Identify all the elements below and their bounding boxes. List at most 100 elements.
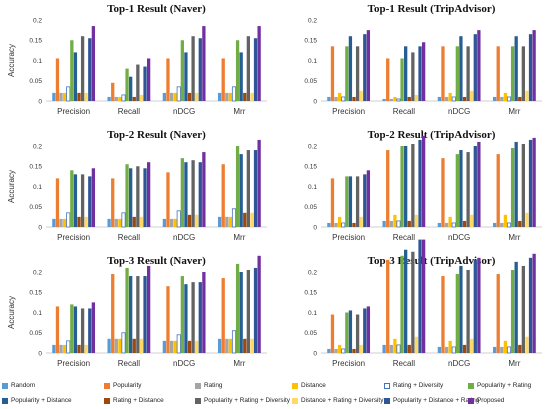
bar-precision-series-2 bbox=[55, 58, 60, 101]
legend-label: Rating + Distance bbox=[113, 397, 164, 404]
bar-mrr-series-12 bbox=[532, 30, 536, 101]
bar-mrr-series-9 bbox=[521, 46, 525, 101]
bar-ndcg-series-7 bbox=[184, 284, 188, 353]
bar-precision-series-5 bbox=[66, 212, 71, 228]
bar-mrr-series-2 bbox=[221, 164, 225, 227]
bar-mrr-series-1 bbox=[217, 216, 222, 227]
legend-item: Popularity bbox=[104, 382, 141, 389]
bar-recall-series-8 bbox=[407, 344, 411, 353]
category-label: Precision bbox=[332, 233, 365, 242]
bar-mrr-series-4 bbox=[503, 92, 508, 101]
bar-mrr-series-10 bbox=[250, 212, 254, 227]
bar-recall-series-5 bbox=[396, 220, 401, 228]
bar-precision-series-12 bbox=[366, 30, 371, 101]
bar-ndcg-series-7 bbox=[459, 150, 463, 227]
bar-ndcg-series-8 bbox=[462, 344, 467, 353]
bar-ndcg-series-2 bbox=[166, 58, 170, 101]
bar-mrr-series-2 bbox=[496, 46, 500, 101]
bar-precision-series-3 bbox=[59, 92, 63, 101]
y-tick-label: 0.2 bbox=[308, 143, 317, 150]
bar-recall-series-5 bbox=[121, 332, 126, 354]
legend-swatch bbox=[384, 382, 390, 389]
bar-ndcg-series-12 bbox=[477, 30, 481, 101]
category-label: Precision bbox=[57, 107, 90, 116]
category-label: Recall bbox=[393, 233, 415, 242]
bar-precision-series-12 bbox=[366, 306, 371, 353]
bar-precision-series-5 bbox=[341, 348, 346, 354]
bar-ndcg-series-8 bbox=[462, 220, 467, 227]
legend-label: Distance + Rating + Diversity bbox=[301, 397, 384, 404]
bar-ndcg-series-5 bbox=[176, 86, 181, 102]
bar-recall-series-2 bbox=[386, 58, 390, 101]
bar-mrr-series-9 bbox=[521, 143, 525, 227]
bar-recall-series-4 bbox=[393, 338, 397, 353]
bar-recall-series-7 bbox=[404, 249, 408, 353]
category-label: Recall bbox=[118, 107, 140, 116]
bar-precision-series-4 bbox=[63, 92, 67, 101]
y-tick-label: 0.05 bbox=[29, 204, 42, 211]
bar-ndcg-series-10 bbox=[195, 340, 199, 353]
category-label: Mrr bbox=[233, 107, 245, 116]
bar-ndcg-series-5 bbox=[176, 210, 181, 228]
bar-mrr-series-11 bbox=[253, 38, 258, 101]
bar-ndcg-series-8 bbox=[462, 96, 467, 101]
bar-recall-series-11 bbox=[418, 139, 422, 227]
bar-ndcg-series-10 bbox=[195, 92, 199, 101]
bar-recall-series-4 bbox=[118, 338, 122, 353]
bar-mrr-series-8 bbox=[518, 220, 522, 227]
bar-mrr-series-8 bbox=[243, 338, 247, 353]
bar-precision-series-1 bbox=[327, 348, 331, 353]
bar-mrr-series-8 bbox=[518, 96, 522, 101]
y-tick-label: 0.1 bbox=[308, 58, 317, 65]
y-tick-label: 0.05 bbox=[29, 78, 42, 85]
bar-recall-series-12 bbox=[421, 239, 426, 353]
legend-swatch bbox=[384, 397, 390, 404]
bar-ndcg-series-12 bbox=[477, 141, 481, 227]
bar-precision-series-7 bbox=[73, 52, 78, 101]
bar-ndcg-series-2 bbox=[441, 276, 445, 353]
category-label: Recall bbox=[393, 359, 415, 368]
bar-recall-series-3 bbox=[114, 338, 118, 353]
bar-precision-series-1 bbox=[52, 92, 56, 101]
bar-precision-series-12 bbox=[91, 302, 96, 353]
bar-ndcg-series-5 bbox=[176, 334, 181, 354]
legend-item: Random bbox=[2, 382, 35, 389]
y-tick-label: 0.15 bbox=[304, 164, 317, 171]
bar-precision-series-1 bbox=[327, 96, 331, 101]
y-tick-label: 0 bbox=[313, 98, 317, 105]
legend-swatch bbox=[292, 397, 298, 404]
bar-mrr-series-6 bbox=[235, 263, 240, 353]
bar-ndcg-series-6 bbox=[180, 158, 184, 227]
category-label: nDCG bbox=[173, 359, 195, 368]
bar-precision-series-4 bbox=[338, 216, 342, 227]
bar-recall-series-12 bbox=[421, 42, 426, 101]
bar-ndcg-series-2 bbox=[441, 46, 445, 101]
bar-mrr-series-4 bbox=[228, 216, 233, 227]
bar-recall-series-1 bbox=[382, 220, 386, 227]
bar-precision-series-5 bbox=[66, 86, 71, 102]
legend-label: Popularity + Distance + Rating bbox=[393, 397, 480, 404]
bar-recall-series-7 bbox=[404, 46, 408, 101]
bar-mrr-series-3 bbox=[500, 346, 504, 353]
bar-ndcg-series-3 bbox=[444, 96, 449, 101]
bar-mrr-series-5 bbox=[506, 96, 512, 102]
bar-recall-series-7 bbox=[404, 146, 408, 227]
chart-panel-3: Top-2 Result (Naver) 0 0.05 0.1 0.15 0.2 Accur… bbox=[7, 129, 267, 242]
bar-mrr-series-3 bbox=[500, 222, 504, 227]
bar-mrr-series-12 bbox=[257, 255, 261, 353]
legend-label: Rating bbox=[204, 382, 223, 389]
bar-precision-series-10 bbox=[359, 90, 363, 101]
bar-recall-series-1 bbox=[107, 338, 111, 353]
bar-recall-series-2 bbox=[386, 259, 390, 353]
bar-recall-series-11 bbox=[418, 46, 422, 101]
bar-mrr-series-7 bbox=[239, 52, 243, 101]
category-label: nDCG bbox=[173, 233, 195, 242]
bar-recall-series-8 bbox=[132, 338, 136, 353]
bar-mrr-series-1 bbox=[217, 338, 222, 353]
bar-precision-series-4 bbox=[63, 218, 67, 227]
legend-item: Proposed bbox=[468, 397, 504, 404]
chart-title: Top-3 Result (Naver) bbox=[107, 255, 206, 267]
y-axis-label: Accuracy bbox=[7, 44, 16, 77]
bar-precision-series-5 bbox=[341, 222, 346, 228]
bar-precision-series-8 bbox=[77, 216, 81, 227]
